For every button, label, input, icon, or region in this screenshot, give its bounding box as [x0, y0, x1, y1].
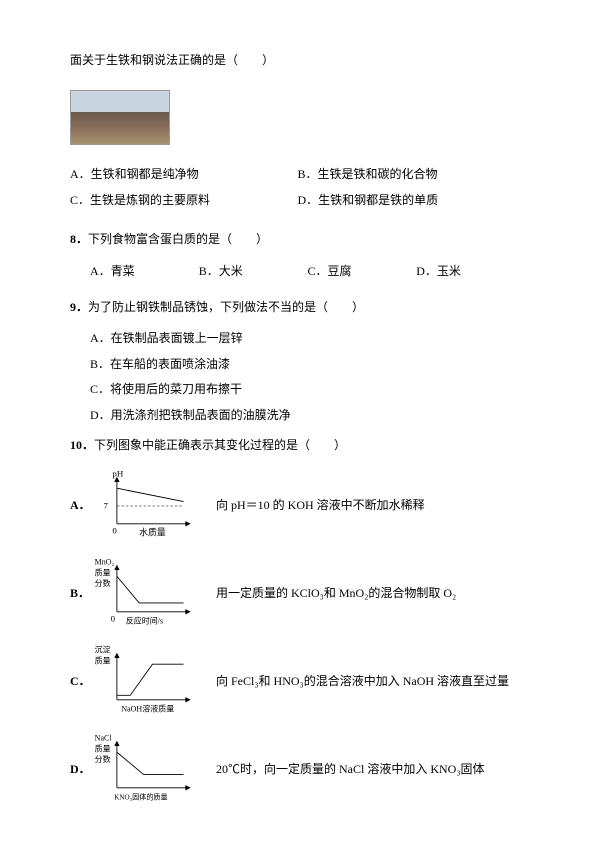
q10-chart-d-row: D． NaCl 质量 分数 KNO₃固体的质量 20℃时，向一定质量的 NaCl…	[70, 730, 525, 810]
q7-stem: 面关于生铁和钢说法正确的是（ ）	[70, 50, 525, 72]
q10-chart-a-row: A． pH 7 0 水质量 向 pH＝10 的 KOH 溶液中不断加水稀释	[70, 466, 525, 546]
chart-c-ylabel2: 质量	[95, 655, 111, 665]
q9-opt-d: D．用洗涤剂把铁制品表面的油膜洗净	[70, 405, 525, 427]
q10-chart-b-row: B． MnO₂ 质量 分数 0 反应时间/s 用一定质量的 KClO₃和 MnO…	[70, 554, 525, 634]
q10-c-desc: 向 FeCl₃和 HNO₃的混合溶液中加入 NaOH 溶液直至过量	[216, 671, 525, 693]
chart-c-ylabel1: 沉淀	[95, 645, 111, 655]
q7-image	[70, 90, 170, 145]
q8-num: 8．	[70, 232, 88, 246]
chart-d-ylabel3: 分数	[95, 754, 111, 764]
q10-b-label: B．	[70, 583, 88, 605]
q8-opt-a: A．青菜	[90, 261, 199, 283]
q7-options: A．生铁和钢都是纯净物 B．生铁是铁和碳的化合物 C．生铁是炼钢的主要原料 D．…	[70, 164, 525, 215]
q8-options: A．青菜 B．大米 C．豆腐 D．玉米	[70, 261, 525, 283]
q10-d-label: D．	[70, 759, 88, 781]
chart-a-origin: 0	[112, 526, 117, 536]
q10-a-label: A．	[70, 495, 88, 517]
q8-opt-d: D．玉米	[416, 261, 525, 283]
q10-num: 10．	[70, 438, 94, 452]
q10-chart-c-row: C． 沉淀 质量 NaOH溶液质量 向 FeCl₃和 HNO₃的混合溶液中加入 …	[70, 642, 525, 722]
q9-opt-c: C．将使用后的菜刀用布擦干	[70, 379, 525, 401]
chart-a-xlabel: 水质量	[139, 526, 166, 537]
q10-stem: 10．下列图象中能正确表示其变化过程的是（ ）	[70, 435, 525, 457]
chart-c-xlabel: NaOH溶液质量	[121, 703, 174, 713]
chart-b-ylabel2: 质量	[95, 567, 111, 577]
q10-chart-d: NaCl 质量 分数 KNO₃固体的质量	[88, 730, 208, 810]
q10-chart-b: MnO₂ 质量 分数 0 反应时间/s	[88, 554, 208, 634]
chart-b-origin: 0	[111, 614, 116, 624]
chart-d-xlabel: KNO₃固体的质量	[114, 792, 167, 801]
q10-c-label: C．	[70, 671, 88, 693]
chart-a-ylabel: pH	[112, 469, 123, 479]
chart-a-ytick: 7	[104, 501, 109, 511]
q7-opt-a: A．生铁和钢都是纯净物	[70, 164, 298, 186]
chart-b-ylabel1: MnO₂	[95, 558, 115, 567]
q10-b-desc: 用一定质量的 KClO₃和 MnO₂的混合物制取 O₂	[216, 583, 525, 605]
chart-d-ylabel2: 质量	[95, 743, 111, 753]
q10-text: 下列图象中能正确表示其变化过程的是（ ）	[94, 438, 346, 452]
q10-chart-a: pH 7 0 水质量	[88, 466, 208, 546]
chart-b-xlabel: 反应时间/s	[126, 615, 163, 625]
q7-opt-b: B．生铁是铁和碳的化合物	[298, 164, 526, 186]
q10-d-desc: 20℃时，向一定质量的 NaCl 溶液中加入 KNO₃固体	[216, 759, 525, 781]
q8-text: 下列食物富含蛋白质的是（ ）	[88, 232, 268, 246]
q10-chart-c: 沉淀 质量 NaOH溶液质量	[88, 642, 208, 722]
q7-opt-d: D．生铁和钢都是铁的单质	[298, 190, 526, 212]
q10-a-desc: 向 pH＝10 的 KOH 溶液中不断加水稀释	[216, 495, 525, 517]
q9-options: A．在铁制品表面镀上一层锌 B．在车船的表面喷涂油漆 C．将使用后的菜刀用布擦干…	[70, 328, 525, 426]
question-8: 8．下列食物富含蛋白质的是（ ） A．青菜 B．大米 C．豆腐 D．玉米	[70, 229, 525, 282]
q8-opt-b: B．大米	[199, 261, 308, 283]
question-10: 10．下列图象中能正确表示其变化过程的是（ ） A． pH 7 0 水质量 向 …	[70, 435, 525, 811]
q9-text: 为了防止钢铁制品锈蚀，下列做法不当的是（ ）	[88, 300, 364, 314]
question-9: 9．为了防止钢铁制品锈蚀，下列做法不当的是（ ） A．在铁制品表面镀上一层锌 B…	[70, 297, 525, 427]
q8-stem: 8．下列食物富含蛋白质的是（ ）	[70, 229, 525, 251]
chart-d-ylabel1: NaCl	[95, 734, 113, 743]
q9-opt-b: B．在车船的表面喷涂油漆	[70, 354, 525, 376]
q7-opt-c: C．生铁是炼钢的主要原料	[70, 190, 298, 212]
q9-num: 9．	[70, 300, 88, 314]
question-7-continuation: 面关于生铁和钢说法正确的是（ ） A．生铁和钢都是纯净物 B．生铁是铁和碳的化合…	[70, 50, 525, 215]
chart-b-ylabel3: 分数	[95, 578, 111, 588]
q9-opt-a: A．在铁制品表面镀上一层锌	[70, 328, 525, 350]
q8-opt-c: C．豆腐	[308, 261, 417, 283]
q9-stem: 9．为了防止钢铁制品锈蚀，下列做法不当的是（ ）	[70, 297, 525, 319]
